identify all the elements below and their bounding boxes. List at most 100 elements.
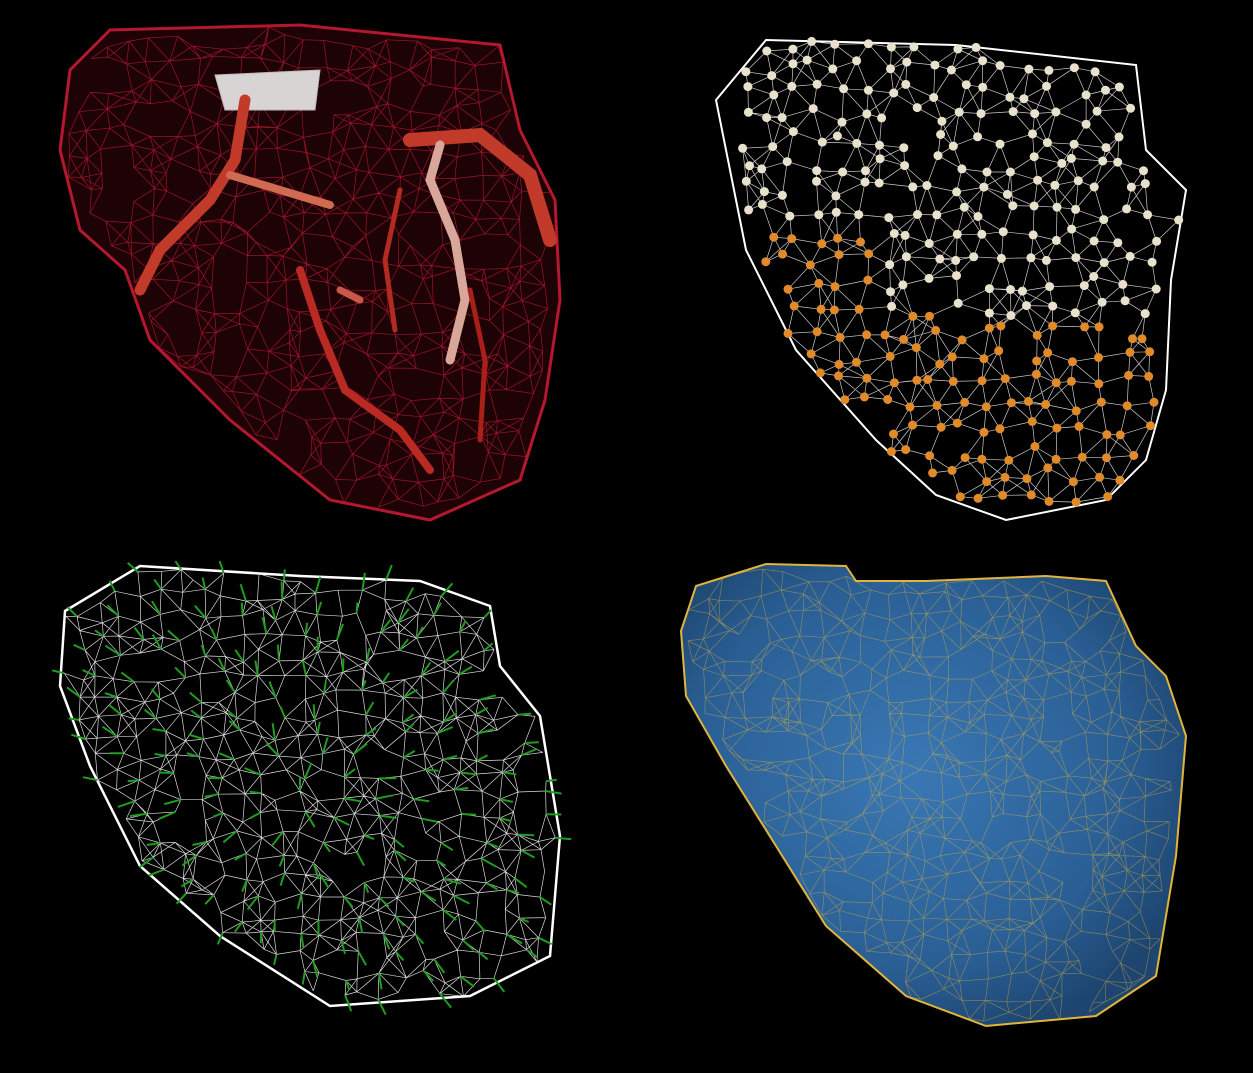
mesh-node xyxy=(1113,157,1123,167)
mesh-node xyxy=(834,359,844,369)
normal-vector xyxy=(459,771,477,776)
mesh-node xyxy=(777,190,787,200)
mesh-node xyxy=(995,61,1005,70)
mesh-node xyxy=(957,335,967,345)
mesh-node xyxy=(875,140,884,150)
mesh-node xyxy=(912,375,922,385)
normal-vector xyxy=(403,688,418,699)
mesh-node xyxy=(812,166,822,176)
mesh-node xyxy=(1052,423,1062,433)
mesh-node xyxy=(833,233,843,243)
mesh-node xyxy=(1066,376,1076,386)
mesh-node xyxy=(984,308,994,318)
normal-vector xyxy=(425,768,439,772)
normal-vector xyxy=(148,868,165,877)
mesh-node xyxy=(788,59,798,69)
mesh-node xyxy=(976,109,986,119)
normal-vector xyxy=(139,856,154,869)
mesh-node xyxy=(995,139,1005,149)
mesh-node xyxy=(840,395,850,405)
mesh-node xyxy=(1089,272,1099,281)
normal-vector xyxy=(180,878,194,888)
normal-vector xyxy=(323,681,327,694)
normal-vector xyxy=(519,917,530,923)
normal-vector xyxy=(361,572,366,591)
mesh-node xyxy=(761,257,771,267)
mesh-node xyxy=(787,81,797,91)
mesh-node xyxy=(743,82,753,92)
normal-vector xyxy=(375,794,393,800)
mesh-node xyxy=(863,39,873,49)
mesh-node xyxy=(1048,321,1058,331)
mesh-node xyxy=(828,64,838,74)
mesh-node xyxy=(1094,353,1103,362)
normal-vector xyxy=(402,876,415,883)
mesh-node xyxy=(935,359,945,369)
normal-vector xyxy=(545,790,562,795)
mesh-node xyxy=(852,56,862,66)
mesh-node xyxy=(1101,143,1111,153)
mesh-node xyxy=(835,333,845,342)
normal-vector xyxy=(301,660,307,676)
mesh-node xyxy=(1057,158,1067,168)
heart-surface-render xyxy=(679,562,1188,1028)
normal-vector xyxy=(234,921,243,933)
mesh-node xyxy=(812,176,821,186)
mesh-node xyxy=(994,346,1004,356)
normal-vector xyxy=(261,616,268,634)
mesh-node xyxy=(741,176,751,186)
mesh-node xyxy=(1045,282,1055,292)
mesh-node xyxy=(912,103,922,113)
mesh-node xyxy=(768,142,778,152)
mesh-node xyxy=(1071,253,1081,263)
mesh-node xyxy=(1006,285,1015,294)
normal-vector xyxy=(453,787,469,791)
normal-vector xyxy=(249,790,262,795)
normal-vector xyxy=(73,643,86,652)
mesh-node xyxy=(861,166,870,176)
mesh-node xyxy=(839,84,849,94)
mesh-node xyxy=(1097,297,1107,307)
mesh-node xyxy=(979,427,989,437)
mesh-node xyxy=(1026,253,1036,263)
mesh-node xyxy=(744,205,754,215)
mesh-node xyxy=(1122,401,1132,411)
mesh-node xyxy=(777,113,787,123)
normal-vector xyxy=(106,604,120,617)
normal-vector xyxy=(413,798,430,803)
mesh-node xyxy=(806,349,816,359)
mesh-node xyxy=(1005,167,1015,177)
mesh-node xyxy=(1004,455,1014,465)
mesh-node xyxy=(931,325,941,335)
mesh-node xyxy=(948,376,958,386)
mesh-node xyxy=(1052,202,1062,212)
normal-vector xyxy=(335,623,344,641)
mesh-node xyxy=(807,36,817,46)
mesh-node xyxy=(1051,107,1061,117)
mesh-node xyxy=(864,249,874,259)
normal-vector xyxy=(194,605,207,619)
normal-vector xyxy=(227,710,238,720)
mesh-node xyxy=(935,254,945,264)
mesh-node xyxy=(901,445,911,455)
mesh-node xyxy=(1128,334,1137,344)
mesh-node xyxy=(1067,224,1077,234)
mesh-node xyxy=(1032,330,1042,340)
mesh-node xyxy=(948,141,958,151)
mesh-node xyxy=(880,330,890,340)
mesh-node xyxy=(1140,179,1150,189)
normal-vector xyxy=(437,726,453,735)
mesh-node xyxy=(936,130,946,139)
mesh-node xyxy=(812,79,822,89)
normal-vector xyxy=(440,841,454,852)
mesh-node xyxy=(952,418,962,428)
normal-vector xyxy=(316,721,321,735)
normal-vector xyxy=(234,649,245,663)
mesh-node xyxy=(1029,152,1039,162)
mesh-node xyxy=(932,401,942,410)
mesh-node xyxy=(889,378,899,388)
normal-vector xyxy=(506,933,523,945)
mesh-node xyxy=(1113,238,1123,248)
heart-surface xyxy=(679,562,1188,1028)
mesh-node xyxy=(1089,182,1099,192)
